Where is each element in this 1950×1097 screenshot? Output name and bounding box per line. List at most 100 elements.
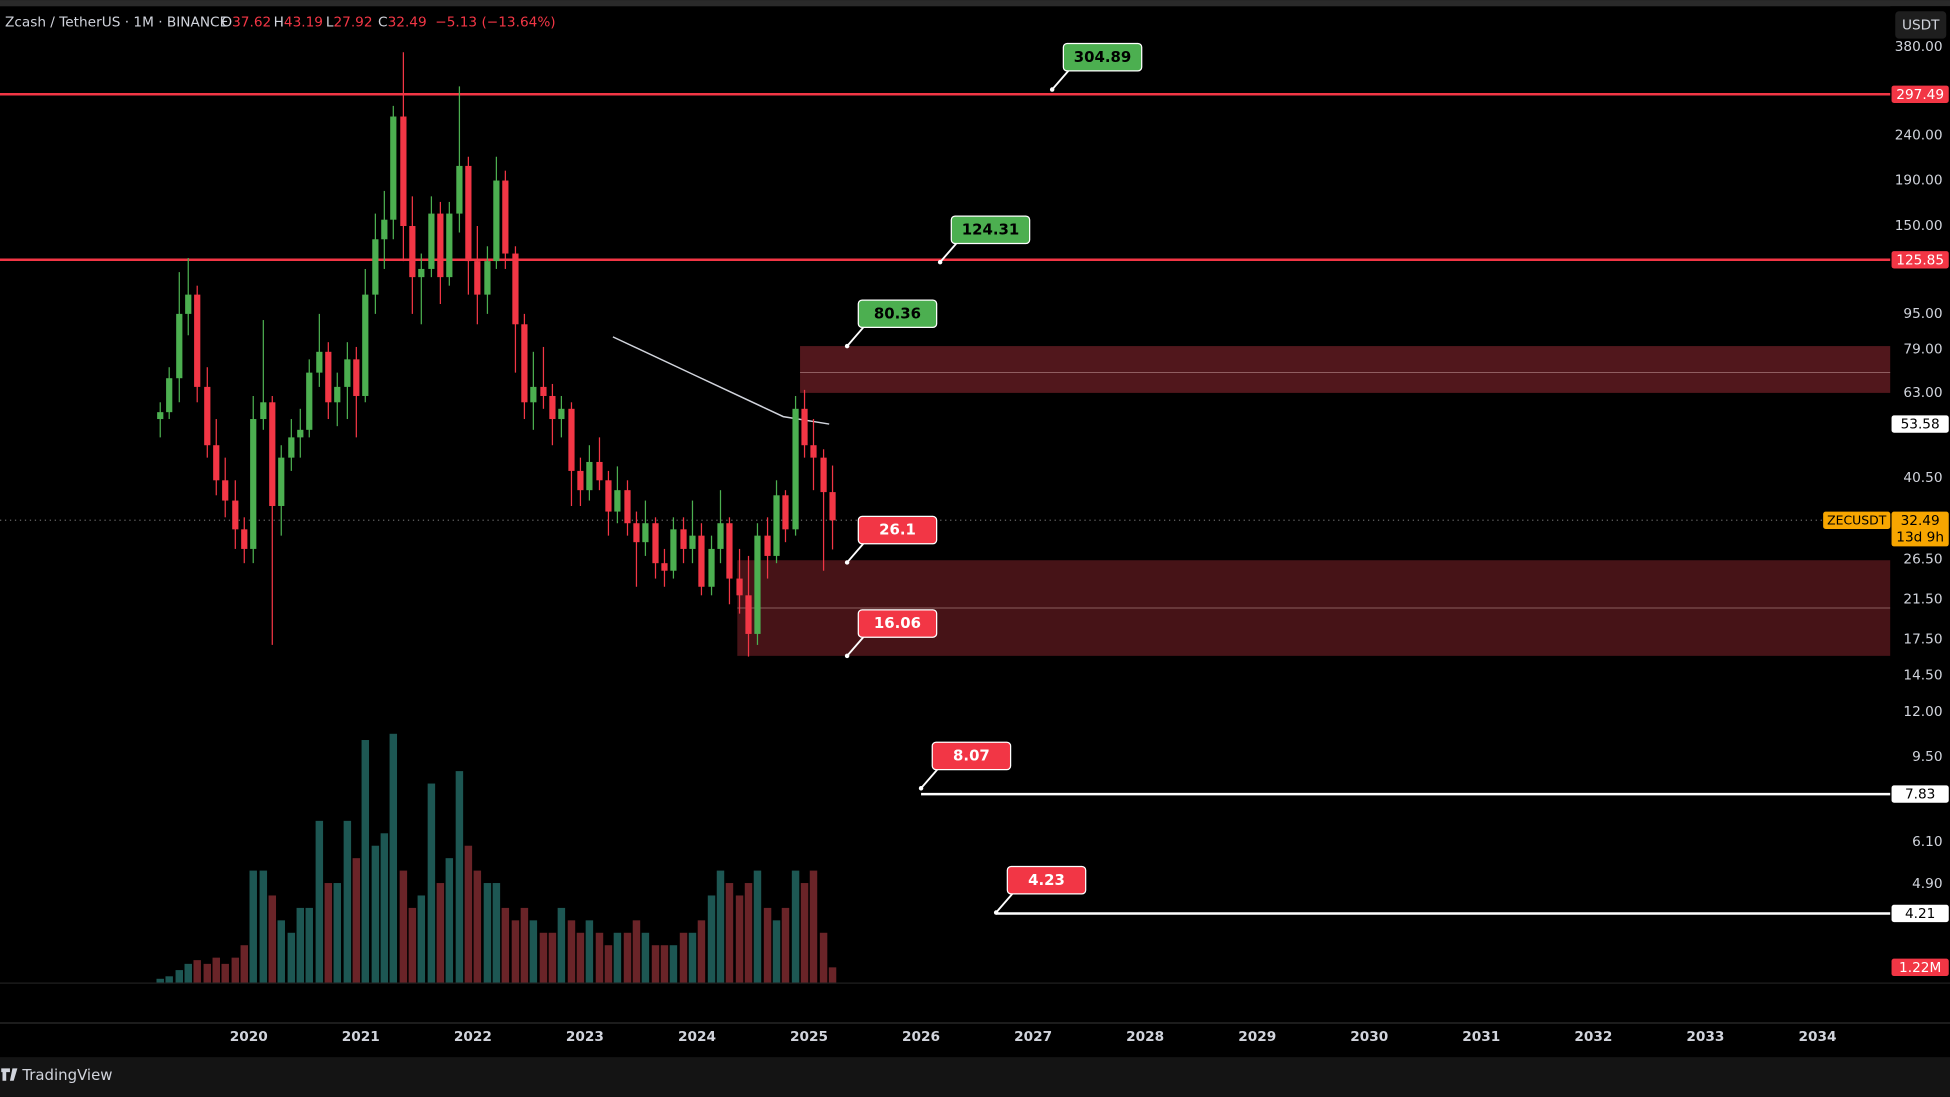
candle-body	[232, 500, 239, 530]
candle-body	[745, 595, 752, 634]
candle-body	[698, 535, 705, 587]
x-tick-label: 2025	[790, 1029, 828, 1045]
volume-bar	[408, 907, 417, 983]
x-tick-label: 2032	[1574, 1029, 1612, 1045]
volume-bar	[184, 963, 192, 983]
candle-body	[726, 523, 733, 579]
currency-button[interactable]: USDT	[1895, 11, 1947, 39]
candle-body	[586, 461, 593, 491]
volume-bar	[651, 945, 660, 983]
candle-body	[558, 408, 565, 420]
volume-bar	[576, 932, 585, 983]
volume-bar	[277, 920, 285, 983]
volume-bar	[445, 858, 454, 983]
x-tick-label: 2033	[1686, 1029, 1724, 1045]
ohlc-item: C32.49	[378, 14, 427, 30]
x-tick-label: 2034	[1798, 1029, 1836, 1045]
ma-axis-label: 53.58	[1901, 417, 1940, 433]
candle-body	[829, 492, 836, 521]
callout-box	[857, 609, 938, 638]
candle-body	[605, 480, 612, 512]
callout-box	[1062, 42, 1143, 72]
x-tick-label: 2026	[902, 1029, 940, 1045]
y-tick-label: 79.00	[1903, 341, 1942, 357]
callout-anchor	[937, 259, 943, 265]
candle-body	[278, 457, 285, 506]
level-axis-label: 4.21	[1905, 906, 1935, 922]
candle-body	[614, 490, 621, 512]
volume-bar	[371, 845, 380, 983]
candle-body	[596, 461, 603, 481]
axes: 380.00 240.00 190.00 150.00 95.00 79.00 63.00 4…	[230, 39, 1949, 1045]
volume-bar	[688, 932, 697, 983]
callout-label: 8.07	[953, 747, 990, 765]
ohlc-key: C	[378, 14, 388, 30]
candle-body	[316, 351, 323, 373]
x-tick-label: 2027	[1014, 1029, 1052, 1045]
ohlc-key: L	[326, 14, 334, 30]
last-price-label: 32.49	[1901, 513, 1940, 529]
volume-bar	[240, 945, 249, 983]
y-tick-label: 190.00	[1895, 173, 1943, 189]
x-tick-label: 2031	[1462, 1029, 1500, 1045]
volume-bar	[660, 945, 669, 983]
volume-bar	[735, 895, 744, 983]
candle-body	[736, 578, 743, 596]
volume-bar	[464, 845, 473, 983]
volume-bar	[501, 907, 510, 983]
candle-body	[568, 408, 575, 471]
callout-pointer	[846, 543, 864, 564]
last-price-box	[1891, 511, 1949, 547]
callout-pointer	[939, 242, 957, 263]
volume-bar	[268, 895, 277, 983]
plot-area: 304.89 124.31 80.36 26.1 16.06 8.07 4.23	[0, 42, 1891, 983]
y-tick-label: 63.00	[1903, 385, 1942, 401]
candle-body	[204, 386, 211, 446]
volume-bar	[669, 945, 678, 983]
callout-pointer	[920, 768, 938, 789]
level-axis-box	[1891, 251, 1949, 269]
volume-axis-label: 1.22M	[1899, 960, 1941, 976]
x-tick-label: 2029	[1238, 1029, 1276, 1045]
volume-bar	[520, 907, 529, 983]
level-axis-box	[1891, 904, 1949, 923]
ohlc-value: 37.62	[232, 14, 271, 30]
header: Zcash / TetherUS · 1M · BINANCE O37.62 H4…	[5, 14, 556, 30]
volume-bar	[632, 920, 641, 983]
candle-body	[484, 261, 491, 295]
footer	[0, 1057, 1950, 1097]
candle-body	[250, 419, 257, 549]
candle-body	[512, 253, 519, 325]
candle-body	[801, 408, 808, 446]
candle-body	[157, 412, 164, 420]
y-tick-label: 4.90	[1912, 876, 1942, 892]
volume-bar	[165, 976, 173, 983]
volume-bar	[697, 920, 706, 983]
callout-anchor	[844, 343, 850, 349]
level-axis-box	[1891, 785, 1949, 803]
button-bg[interactable]	[1895, 11, 1947, 39]
candle-body	[521, 324, 528, 403]
volume-bar	[828, 967, 837, 983]
volume-bar	[361, 740, 370, 983]
volume-bar	[623, 932, 632, 983]
volume-bar	[613, 932, 622, 983]
callout-anchor	[1049, 87, 1055, 92]
callout-anchor	[993, 910, 999, 915]
y-tick-label: 26.50	[1903, 552, 1942, 568]
candle-body	[185, 294, 192, 314]
y-tick-label: 9.50	[1912, 749, 1942, 765]
candle-body	[418, 268, 425, 278]
callout-pointer	[1051, 70, 1070, 91]
candle-body	[642, 523, 649, 543]
level-axis-label: 297.49	[1896, 87, 1944, 103]
candle-body	[400, 116, 407, 227]
ohlc-key: H	[274, 14, 284, 30]
button-label[interactable]: USDT	[1902, 18, 1940, 34]
callout-anchor	[844, 653, 850, 659]
volume-bar	[800, 883, 809, 983]
candle-body	[446, 213, 453, 278]
candle-body	[773, 495, 780, 556]
candle-body	[222, 480, 229, 501]
